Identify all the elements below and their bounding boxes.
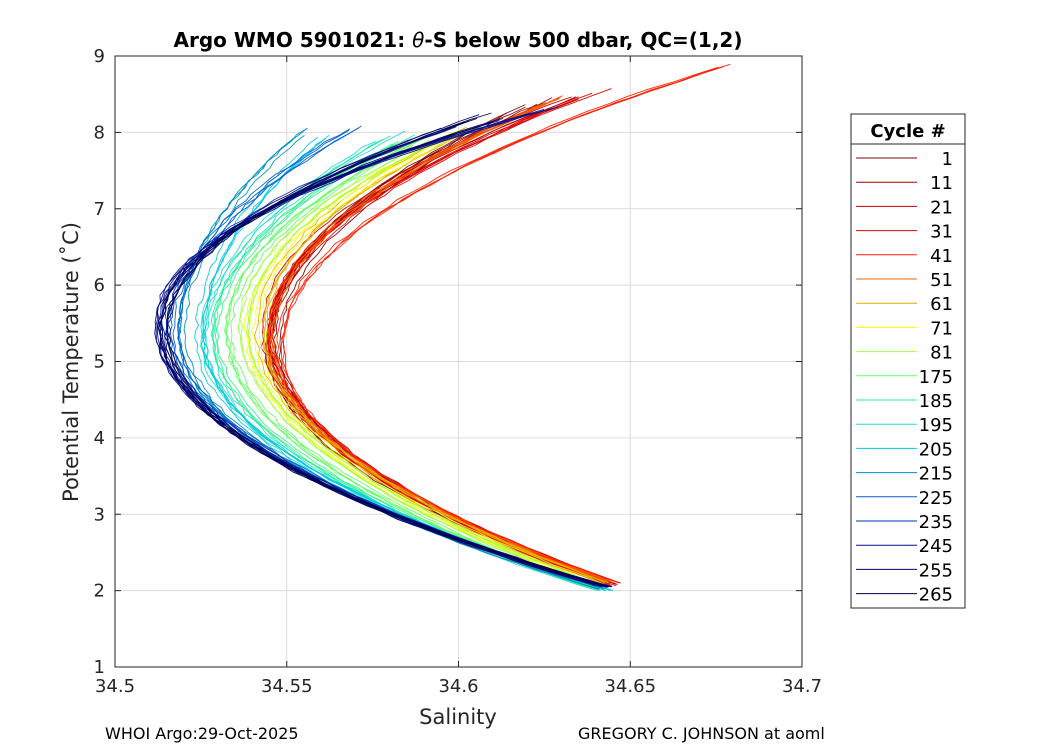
y-tick-label: 3 xyxy=(94,504,105,525)
y-tick-labels: 1 2 3 4 5 6 7 8 9 xyxy=(94,46,105,678)
legend-label-41: 41 xyxy=(930,246,953,267)
profile-curve-265 xyxy=(159,114,603,588)
legend-label-255: 255 xyxy=(919,560,953,581)
profile-curve-175 xyxy=(225,139,592,589)
profile-curve-81 xyxy=(247,130,602,587)
legend-label-11: 11 xyxy=(930,173,953,194)
legend-label-31: 31 xyxy=(930,222,953,243)
x-tick-label: 34.7 xyxy=(782,676,822,697)
tick-marks xyxy=(114,55,803,668)
profile-curve-31 xyxy=(268,98,613,587)
profile-curve-175 xyxy=(225,138,592,589)
legend-label-61: 61 xyxy=(930,294,953,315)
footer-source-date: WHOI Argo:29-Oct-2025 xyxy=(105,724,299,743)
legend-label-21: 21 xyxy=(930,197,953,218)
legend-label-1: 1 xyxy=(942,149,953,170)
profile-curve-185 xyxy=(216,144,601,590)
curves xyxy=(154,63,731,592)
legend-label-51: 51 xyxy=(930,270,953,291)
chart-title: Argo WMO 5901021: θ-S below 500 dbar, QC… xyxy=(174,28,743,52)
legend-label-215: 215 xyxy=(919,464,953,485)
y-tick-label: 9 xyxy=(94,46,105,67)
x-tick-label: 34.6 xyxy=(438,676,478,697)
legend-label-235: 235 xyxy=(919,512,953,533)
y-tick-label: 7 xyxy=(94,199,105,220)
profile-curve-195 xyxy=(210,130,606,592)
legend-label-245: 245 xyxy=(919,536,953,557)
x-tick-label: 34.5 xyxy=(95,676,135,697)
x-axis-label: Salinity xyxy=(419,705,497,729)
y-tick-label: 4 xyxy=(94,428,105,449)
legend-items: 1112131415161718117518519520521522523524… xyxy=(856,149,953,606)
x-tick-label: 34.65 xyxy=(604,676,656,697)
legend-label-265: 265 xyxy=(919,585,953,606)
x-tick-label: 34.55 xyxy=(261,676,313,697)
profile-curve-175 xyxy=(230,145,597,589)
profile-curve-81 xyxy=(246,131,603,587)
profile-curve-71 xyxy=(258,129,605,585)
legend: Cycle # 11121314151617181175185195205215… xyxy=(850,113,966,609)
profile-curve-51 xyxy=(271,104,612,582)
x-tick-labels: 34.5 34.55 34.6 34.65 34.7 xyxy=(95,676,822,697)
profile-curve-41 xyxy=(282,66,724,584)
legend-label-81: 81 xyxy=(930,343,953,364)
y-tick-label: 1 xyxy=(94,657,105,678)
legend-label-175: 175 xyxy=(919,367,953,388)
profile-curve-61 xyxy=(262,125,606,584)
profile-curve-61 xyxy=(262,129,609,584)
profile-curve-61 xyxy=(254,126,600,584)
profile-curve-265 xyxy=(165,121,607,588)
legend-label-71: 71 xyxy=(930,318,953,339)
plot-area xyxy=(114,55,803,668)
y-tick-label: 8 xyxy=(94,122,105,143)
legend-label-195: 195 xyxy=(919,415,953,436)
profile-curve-81 xyxy=(238,139,593,587)
legend-box xyxy=(850,113,966,609)
legend-title: Cycle # xyxy=(870,121,945,142)
y-tick-label: 5 xyxy=(94,352,105,373)
footer-author: GREGORY C. JOHNSON at aoml xyxy=(578,724,825,743)
legend-label-185: 185 xyxy=(919,391,953,412)
legend-label-225: 225 xyxy=(919,488,953,509)
y-tick-label: 2 xyxy=(94,581,105,602)
y-tick-label: 6 xyxy=(94,275,105,296)
legend-label-205: 205 xyxy=(919,439,953,460)
profile-curve-255 xyxy=(160,125,613,588)
y-axis-label: Potential Temperature (˚C) xyxy=(59,222,83,502)
